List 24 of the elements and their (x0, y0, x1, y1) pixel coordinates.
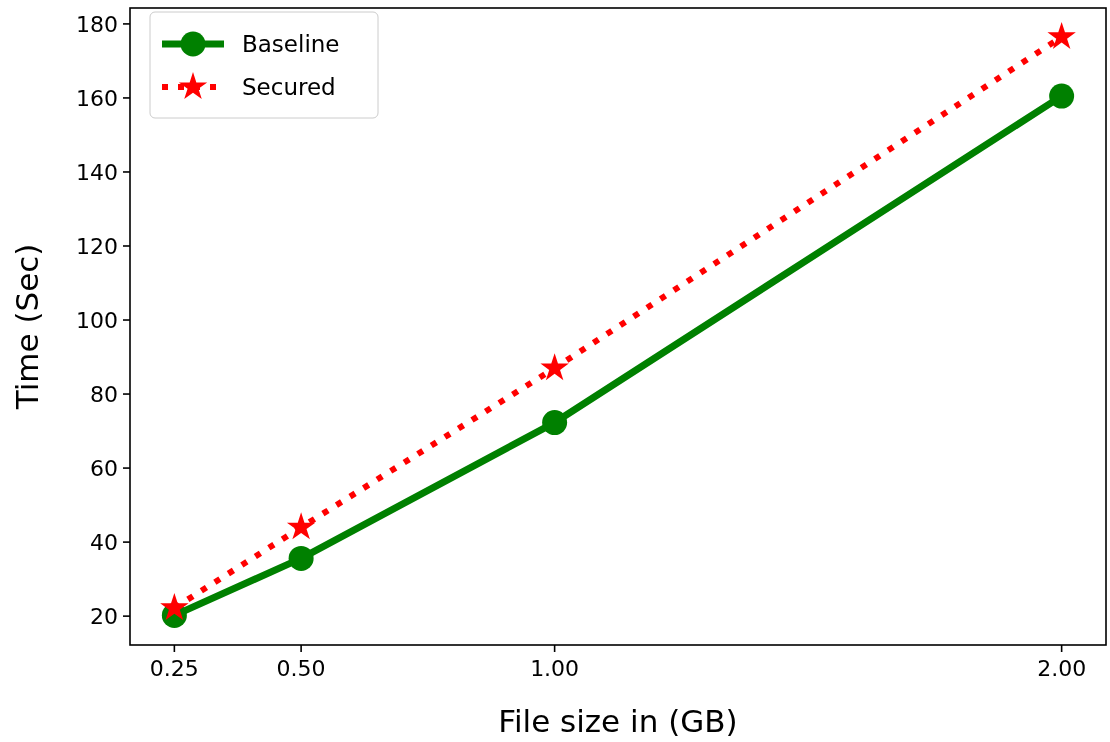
legend-label: Secured (242, 74, 336, 101)
y-tick-label: 20 (90, 603, 118, 629)
point (160, 593, 189, 621)
x-tick-label: 0.50 (276, 656, 326, 681)
y-tick-label: 60 (90, 455, 118, 481)
y-tick-label: 120 (76, 233, 118, 259)
y-tick-label: 100 (76, 307, 118, 333)
x-axis-title: File size in (GB) (498, 703, 738, 739)
x-tick-label: 2.00 (1037, 656, 1087, 681)
y-tick-label: 140 (76, 159, 118, 185)
y-tick-label: 160 (76, 85, 118, 111)
y-tick-label: 180 (76, 11, 118, 37)
legend-label: Baseline (242, 31, 340, 58)
point (542, 410, 568, 436)
x-tick-label: 1.00 (530, 656, 580, 681)
y-tick-label: 80 (90, 381, 118, 407)
point (288, 545, 314, 571)
y-tick-label: 40 (90, 529, 118, 555)
point (540, 353, 569, 381)
point (1049, 83, 1075, 109)
point (1047, 21, 1076, 49)
point (286, 512, 316, 540)
y-axis-title: Time (Sec) (9, 243, 45, 411)
x-tick-label: 0.25 (149, 656, 199, 681)
